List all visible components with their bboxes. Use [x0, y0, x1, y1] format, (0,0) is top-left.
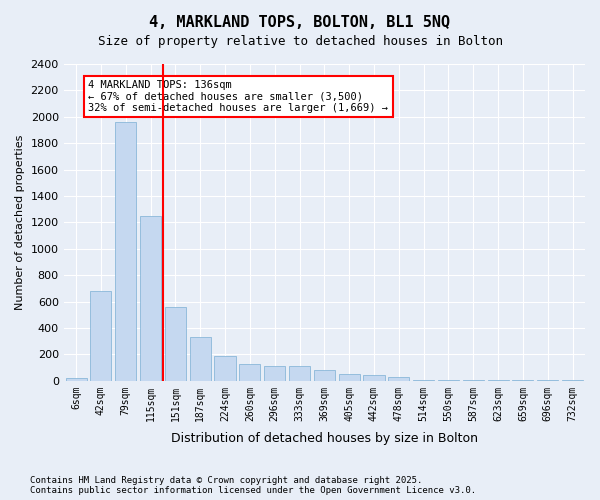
Bar: [190, 337, 211, 381]
Text: 4, MARKLAND TOPS, BOLTON, BL1 5NQ: 4, MARKLAND TOPS, BOLTON, BL1 5NQ: [149, 15, 451, 30]
Bar: [140, 216, 161, 381]
Y-axis label: Number of detached properties: Number of detached properties: [15, 134, 25, 310]
Bar: [115, 122, 136, 381]
Bar: [91, 291, 112, 381]
Text: Contains HM Land Registry data © Crown copyright and database right 2025.
Contai: Contains HM Land Registry data © Crown c…: [30, 476, 476, 495]
X-axis label: Distribution of detached houses by size in Bolton: Distribution of detached houses by size …: [171, 432, 478, 445]
Bar: [165, 307, 186, 381]
Bar: [214, 356, 236, 381]
Bar: [438, 380, 459, 381]
Bar: [562, 380, 583, 381]
Bar: [488, 380, 509, 381]
Bar: [239, 364, 260, 381]
Bar: [264, 366, 285, 381]
Bar: [537, 380, 559, 381]
Bar: [388, 377, 409, 381]
Bar: [65, 378, 86, 381]
Bar: [338, 374, 360, 381]
Text: Size of property relative to detached houses in Bolton: Size of property relative to detached ho…: [97, 35, 503, 48]
Bar: [463, 380, 484, 381]
Bar: [413, 380, 434, 381]
Bar: [512, 380, 533, 381]
Bar: [314, 370, 335, 381]
Text: 4 MARKLAND TOPS: 136sqm
← 67% of detached houses are smaller (3,500)
32% of semi: 4 MARKLAND TOPS: 136sqm ← 67% of detache…: [88, 80, 388, 113]
Bar: [364, 376, 385, 381]
Bar: [289, 366, 310, 381]
